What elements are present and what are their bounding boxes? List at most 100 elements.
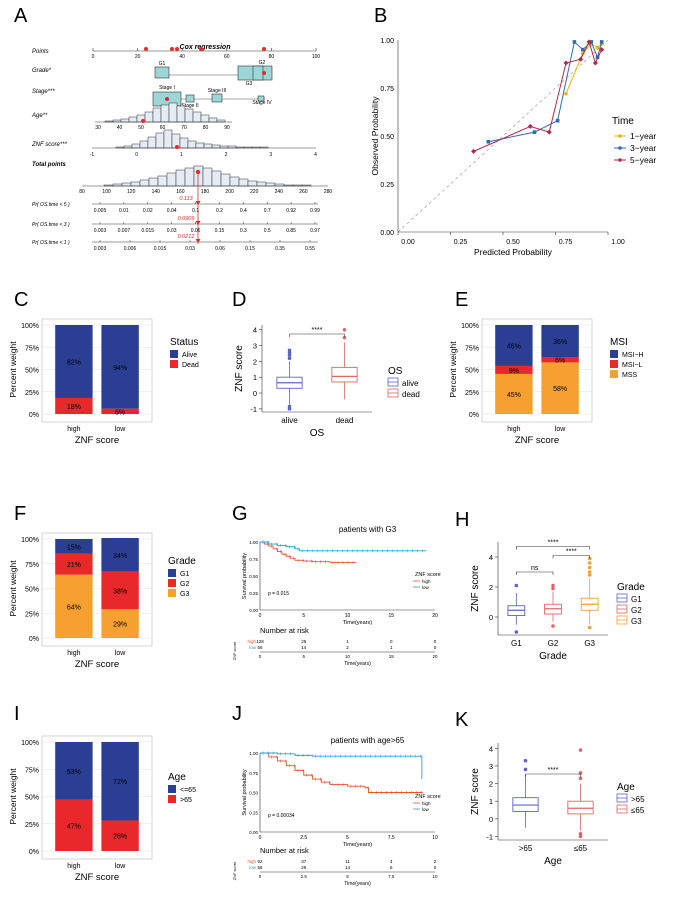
survival-panel-g: patients with G30.000.250.500.751.000 5 10… bbox=[232, 525, 441, 667]
risk-count: 25 bbox=[301, 639, 307, 644]
survival-title: patients with age>65 bbox=[331, 736, 405, 745]
box-outlier bbox=[587, 573, 592, 577]
box-outlier bbox=[523, 758, 528, 763]
stacked-bar-panel-f: 0% 25% 50% 75% 100% 64% 21% 15% high 29% 38% 34% low… bbox=[8, 532, 196, 670]
points-tick-label: 60 bbox=[224, 54, 230, 60]
legend-label: high bbox=[422, 579, 431, 584]
calibration-point bbox=[586, 39, 592, 45]
age-tick-label: 70 bbox=[181, 125, 187, 131]
box-outlier bbox=[587, 561, 592, 565]
bar-segment-label: 53% bbox=[67, 769, 81, 776]
box-outlier bbox=[587, 625, 592, 630]
total-hist-bar bbox=[130, 181, 141, 187]
legend-swatch bbox=[168, 569, 176, 577]
x-tick-label: ≤65 bbox=[574, 844, 588, 853]
y-tick-label: 0.75 bbox=[380, 86, 394, 93]
grade-level: G3 bbox=[246, 81, 253, 87]
y-tick-label: 25% bbox=[25, 611, 39, 618]
calibration-point bbox=[599, 40, 604, 44]
bar-segment bbox=[541, 362, 579, 414]
legend-label: MSS bbox=[622, 372, 638, 379]
y-tick-label: 1.00 bbox=[249, 751, 258, 756]
x-tick-label: 1.00 bbox=[611, 239, 625, 246]
box-outlier bbox=[287, 348, 292, 353]
total-hist-bar bbox=[202, 167, 213, 187]
prob-tick-label: 0.015 bbox=[154, 246, 167, 252]
total-tick-label: 100 bbox=[102, 189, 111, 195]
calibration-point bbox=[595, 45, 600, 50]
y-axis-title: ZNF score bbox=[470, 768, 481, 815]
bar-segment-label: 6% bbox=[115, 409, 125, 416]
risk-row-name: high bbox=[247, 859, 256, 864]
age-hist-bar bbox=[192, 111, 202, 123]
total-tick-label: 160 bbox=[176, 189, 185, 195]
points-marker bbox=[199, 47, 203, 51]
risk-table-tick: 15 bbox=[389, 654, 395, 659]
prob-tick-label: 0.04 bbox=[167, 208, 177, 214]
risk-count: 92 bbox=[257, 859, 263, 864]
stage-box bbox=[185, 94, 195, 103]
bar-segment-label: 6% bbox=[555, 358, 565, 365]
prob-tick-label: 0.003 bbox=[94, 246, 107, 252]
x-tick-label: 20 bbox=[432, 613, 438, 619]
x-tick-label: low bbox=[115, 650, 126, 657]
total-hist-bar bbox=[139, 179, 150, 187]
y-tick-label: 0.50 bbox=[249, 574, 258, 579]
panel-letter-i: I bbox=[14, 703, 20, 725]
y-tick-label: 100% bbox=[21, 537, 39, 544]
legend-label: low bbox=[422, 585, 430, 590]
bar-segment bbox=[495, 373, 533, 414]
points-tick-label: 0 bbox=[92, 54, 95, 60]
total-hist-bar bbox=[229, 176, 240, 187]
risk-count: 2 bbox=[434, 859, 437, 864]
total-hist-bar bbox=[166, 172, 177, 187]
risk-table-tick: 20 bbox=[432, 654, 438, 659]
bar-segment-label: 9% bbox=[509, 368, 519, 375]
y-axis-title: Percent weight bbox=[448, 341, 458, 398]
box-outlier bbox=[342, 327, 347, 332]
y-tick-label: 1 bbox=[489, 797, 493, 806]
y-tick-label: 0.00 bbox=[249, 830, 258, 835]
age-hist-bar bbox=[160, 104, 170, 123]
age-tick-label: 50 bbox=[138, 125, 144, 131]
risk-count: 37 bbox=[301, 859, 307, 864]
x-tick-label: low bbox=[115, 863, 126, 870]
significance-label: ns bbox=[531, 565, 539, 572]
stage-marker bbox=[165, 97, 169, 101]
calibration-line bbox=[488, 40, 603, 143]
y-tick-label: 3 bbox=[253, 342, 257, 351]
significance-bracket bbox=[516, 546, 590, 550]
y-axis-title: Observed Probability bbox=[370, 96, 380, 176]
y-tick-label: 0% bbox=[29, 412, 39, 419]
stage-level: Stage IV bbox=[252, 100, 272, 106]
legend-label: G1 bbox=[180, 571, 189, 578]
box-outlier bbox=[578, 748, 583, 752]
box-outlier bbox=[514, 583, 519, 588]
total-tick-label: 140 bbox=[152, 189, 161, 195]
bar-segment bbox=[55, 553, 93, 575]
box-plot-panel-k: -1 0 1 2 3 4 >65 ≤65 Age ZNF score **** Age >65 ≤65 bbox=[470, 743, 645, 867]
znf-hist-bar bbox=[179, 137, 189, 149]
age-hist-bar bbox=[128, 116, 138, 123]
total-tick-label: 240 bbox=[275, 189, 284, 195]
prob-tick-label: 0.01 bbox=[119, 208, 129, 214]
bar-segment-label: 82% bbox=[67, 359, 81, 366]
stacked-bar-panel-i: 0% 25% 50% 75% 100% 47% 53% high 28% 72% low ZNF sc… bbox=[8, 735, 196, 883]
legend-swatch bbox=[168, 579, 176, 587]
total-hist-bar bbox=[148, 177, 159, 187]
y-tick-label: 0% bbox=[29, 636, 39, 643]
y-tick-label: 50% bbox=[25, 795, 39, 802]
box-outlier bbox=[287, 356, 292, 361]
znf-hist-bar bbox=[211, 144, 221, 149]
legend-label: G2 bbox=[631, 606, 642, 615]
legend-label: high bbox=[422, 801, 431, 806]
survival-curve bbox=[260, 752, 423, 793]
calibration-point bbox=[546, 129, 552, 135]
znf-tick-label: 4 bbox=[314, 152, 317, 158]
legend-title: Age bbox=[168, 772, 186, 783]
bar-segment bbox=[55, 397, 93, 414]
znf-tick-label: 1 bbox=[180, 152, 183, 158]
panel-letter-a: A bbox=[14, 5, 28, 27]
risk-count: 0 bbox=[434, 639, 437, 644]
